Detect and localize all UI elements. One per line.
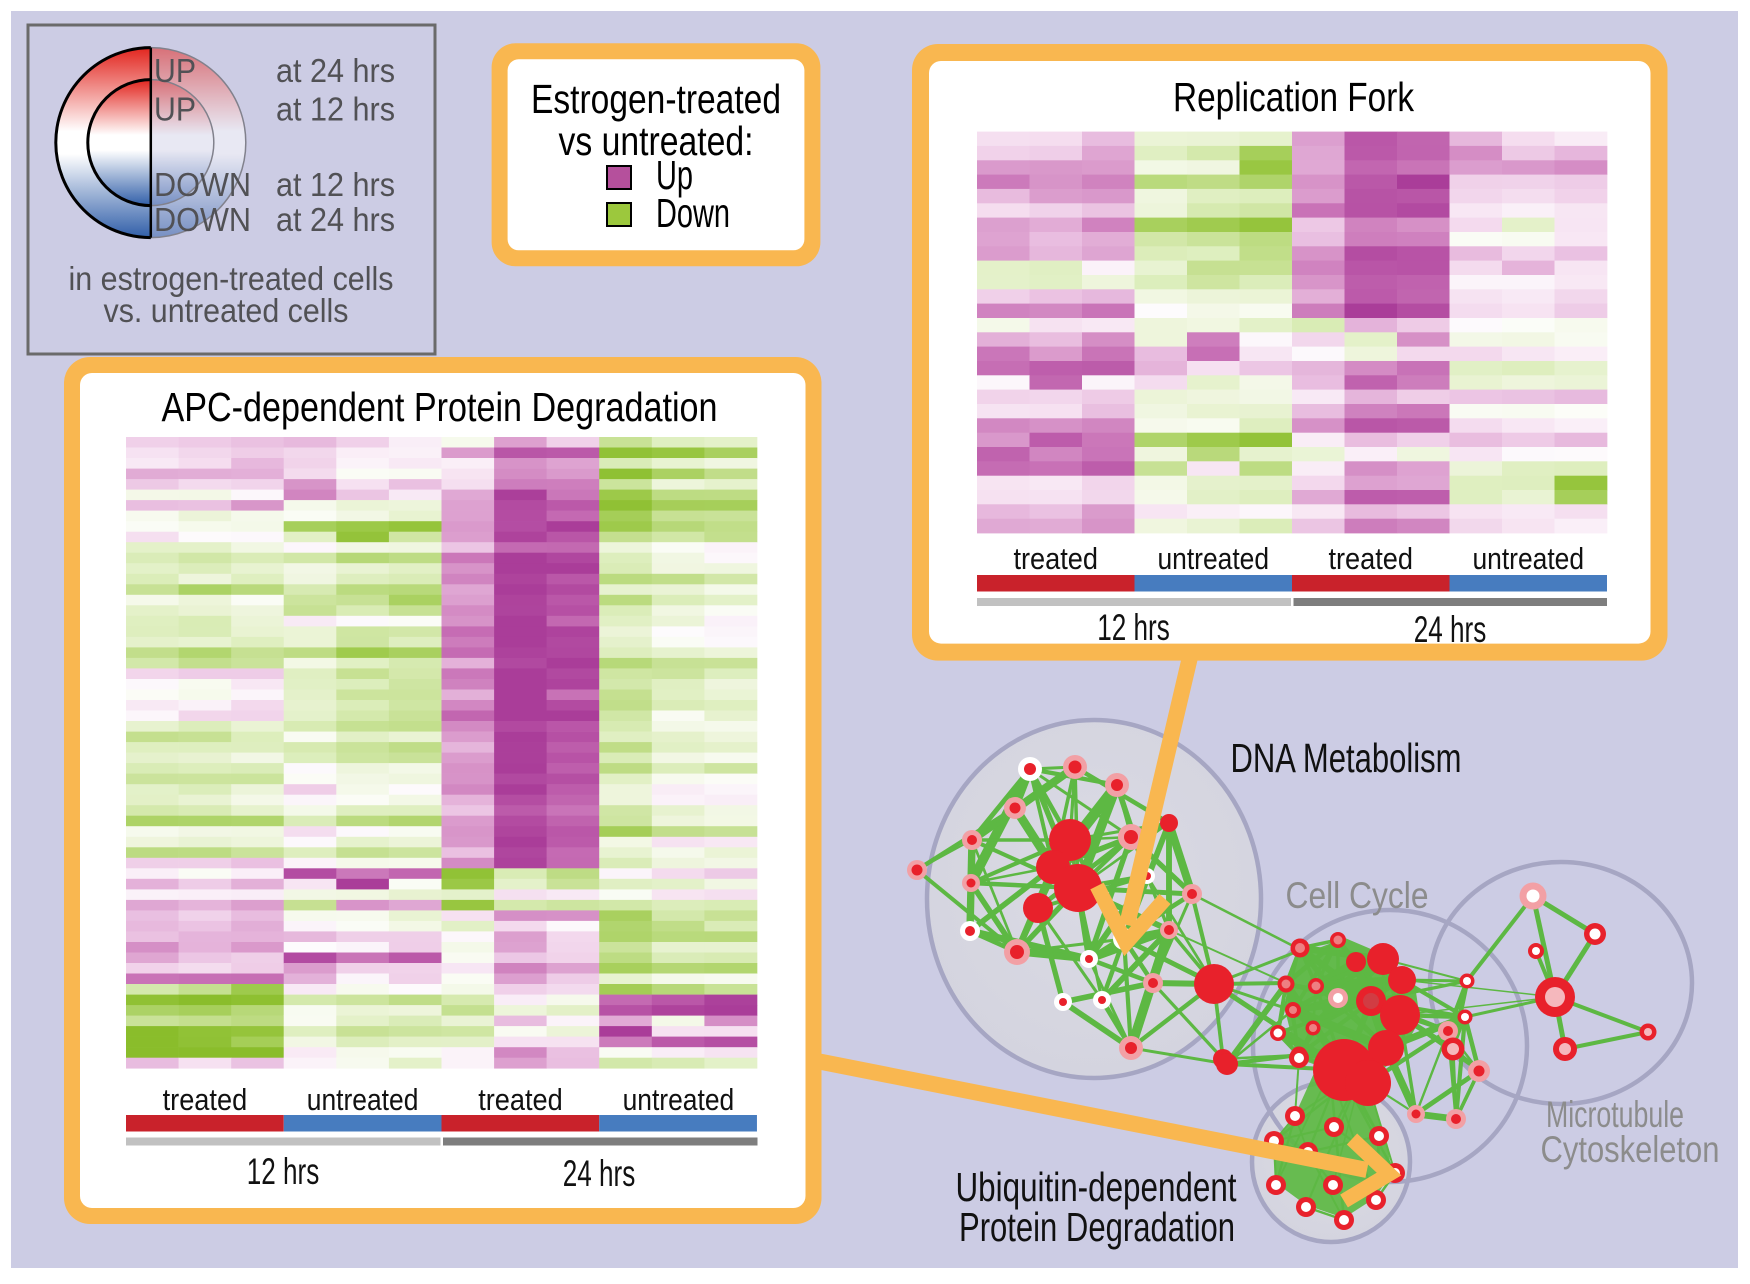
svg-text:untreated: untreated xyxy=(623,1082,735,1117)
svg-text:treated: treated xyxy=(1013,541,1098,576)
svg-text:at 24 hrs: at 24 hrs xyxy=(276,201,395,238)
svg-text:APC-dependent Protein Degradat: APC-dependent Protein Degradation xyxy=(162,384,718,430)
svg-text:24 hrs: 24 hrs xyxy=(1414,609,1487,650)
svg-text:Up: Up xyxy=(656,152,693,198)
svg-text:DOWN: DOWN xyxy=(154,166,251,203)
svg-text:12 hrs: 12 hrs xyxy=(1097,607,1170,648)
svg-text:DOWN: DOWN xyxy=(154,201,251,238)
svg-text:untreated: untreated xyxy=(307,1082,419,1117)
svg-text:Protein Degradation: Protein Degradation xyxy=(959,1204,1235,1250)
svg-text:at 12 hrs: at 12 hrs xyxy=(276,166,395,203)
svg-text:UP: UP xyxy=(154,91,196,128)
svg-text:vs. untreated cells: vs. untreated cells xyxy=(104,292,349,329)
svg-text:Cell Cycle: Cell Cycle xyxy=(1286,875,1429,916)
svg-text:at 12 hrs: at 12 hrs xyxy=(276,91,395,128)
svg-text:24 hrs: 24 hrs xyxy=(563,1153,636,1194)
svg-text:treated: treated xyxy=(163,1082,248,1117)
svg-text:treated: treated xyxy=(1328,541,1413,576)
svg-text:UP: UP xyxy=(154,52,196,89)
svg-text:Microtubule: Microtubule xyxy=(1546,1094,1684,1135)
svg-text:Replication Fork: Replication Fork xyxy=(1173,74,1414,120)
svg-text:untreated: untreated xyxy=(1157,541,1269,576)
svg-text:at 24 hrs: at 24 hrs xyxy=(276,52,395,89)
svg-text:Ubiquitin-dependent: Ubiquitin-dependent xyxy=(956,1164,1237,1210)
svg-text:treated: treated xyxy=(478,1082,563,1117)
svg-text:DNA Metabolism: DNA Metabolism xyxy=(1231,735,1462,781)
svg-text:Cytoskeleton: Cytoskeleton xyxy=(1541,1129,1720,1170)
svg-text:12 hrs: 12 hrs xyxy=(247,1151,320,1192)
svg-text:vs untreated:: vs untreated: xyxy=(559,118,754,164)
svg-text:Down: Down xyxy=(656,190,730,236)
svg-text:Estrogen-treated: Estrogen-treated xyxy=(531,76,781,122)
svg-text:in estrogen-treated cells: in estrogen-treated cells xyxy=(69,260,394,297)
svg-text:untreated: untreated xyxy=(1472,541,1584,576)
